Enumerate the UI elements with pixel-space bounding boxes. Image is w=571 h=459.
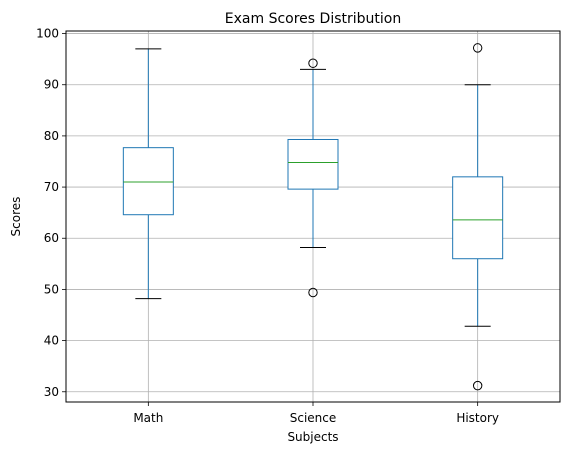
- iqr-box: [122, 147, 174, 216]
- iqr-box: [452, 176, 504, 260]
- y-tick-label: 50: [44, 282, 59, 296]
- box-group-math: [122, 48, 174, 300]
- x-tick-label: Science: [290, 411, 337, 425]
- boxes-layer: [122, 43, 504, 391]
- y-tick-label: 100: [36, 27, 59, 41]
- outlier-point: [472, 380, 483, 391]
- box-group-history: [452, 43, 504, 391]
- y-tick-label: 60: [44, 231, 59, 245]
- y-tick-label: 80: [44, 129, 59, 143]
- y-tick-label: 30: [44, 385, 59, 399]
- box-group-science: [287, 58, 339, 298]
- x-tick-label: History: [456, 411, 499, 425]
- y-tick-label: 90: [44, 78, 59, 92]
- x-tick-label: Math: [133, 411, 163, 425]
- iqr-box: [287, 138, 339, 190]
- outlier-point: [472, 43, 483, 53]
- x-axis-title: Subjects: [287, 430, 338, 444]
- y-tick-label: 70: [44, 180, 59, 194]
- y-axis-ticks: 30 40 50 60 70 80 90 100: [36, 27, 66, 399]
- y-axis-title: Scores: [9, 197, 23, 237]
- outlier-point: [308, 58, 318, 68]
- y-tick-label: 40: [44, 334, 59, 348]
- outlier-point: [308, 287, 318, 298]
- x-axis-ticks: Math Science History: [133, 402, 499, 425]
- chart-title: Exam Scores Distribution: [225, 11, 401, 27]
